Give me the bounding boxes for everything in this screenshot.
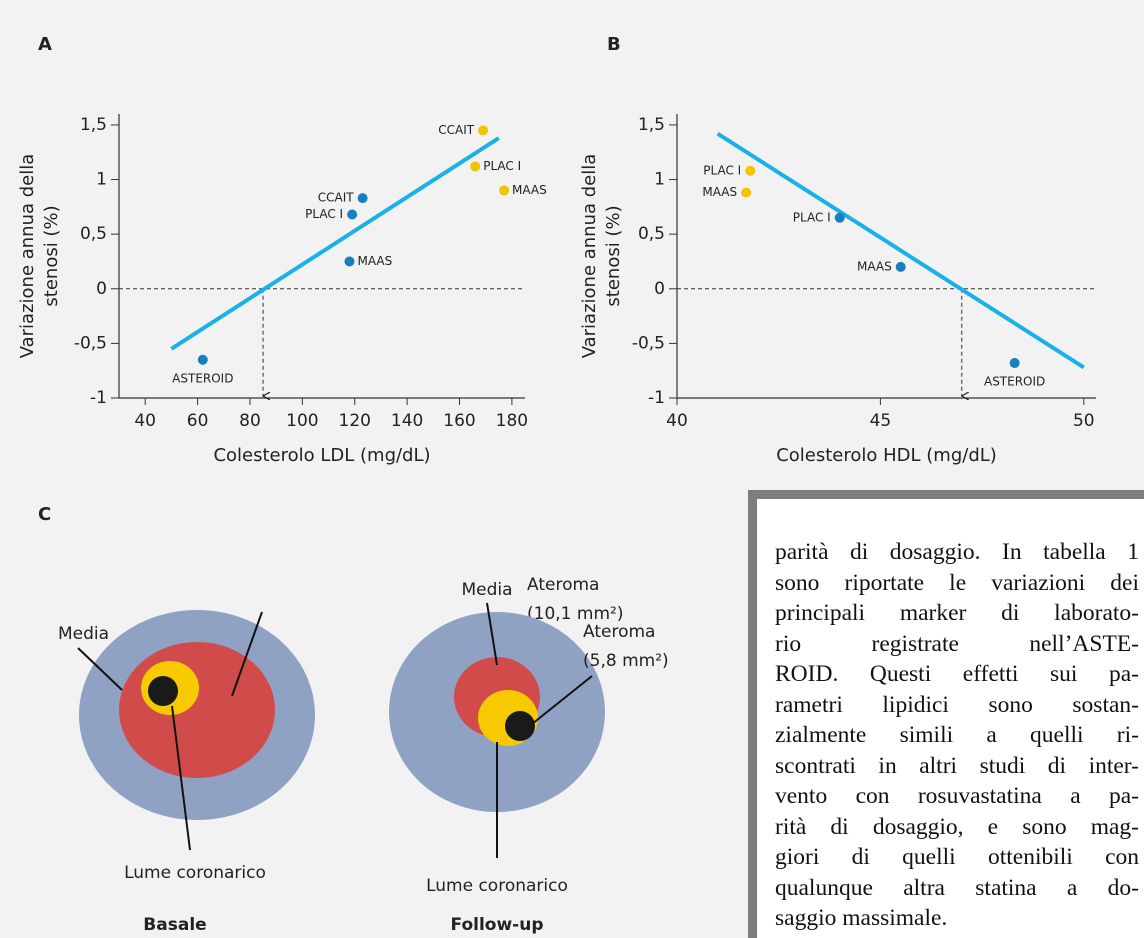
caption: Basale bbox=[143, 915, 206, 935]
x-tick-label: 180 bbox=[496, 411, 528, 431]
point-label: MAAS bbox=[358, 254, 393, 268]
point-label: MAAS bbox=[512, 183, 547, 197]
y-tick-label: 1 bbox=[96, 170, 107, 190]
text-line: giori di quelli ottenibili con bbox=[775, 842, 1139, 873]
y-axis-label: stenosi (%) bbox=[603, 205, 624, 306]
text-line: sono riportate le variazioni dei bbox=[775, 568, 1139, 599]
y-tick-label: 1,5 bbox=[638, 115, 665, 135]
x-tick-label: 50 bbox=[1073, 411, 1095, 431]
point bbox=[745, 166, 755, 176]
trend-line bbox=[171, 138, 498, 349]
x-tick-label: 40 bbox=[666, 411, 688, 431]
y-tick-label: -0,5 bbox=[632, 333, 665, 353]
y-tick-label: -1 bbox=[648, 388, 665, 408]
point-label: PLAC I bbox=[305, 207, 343, 221]
chart-title: A bbox=[38, 34, 52, 55]
x-tick-label: 100 bbox=[286, 411, 318, 431]
text-line: vento con rosuvastatina a pa- bbox=[775, 781, 1139, 812]
point bbox=[499, 185, 509, 195]
y-tick-label: -0,5 bbox=[74, 333, 107, 353]
point-label: ASTEROID bbox=[172, 371, 233, 385]
y-tick-label: 0,5 bbox=[638, 224, 665, 244]
x-axis-label: Colesterolo HDL (mg/dL) bbox=[776, 445, 997, 466]
label: Media bbox=[58, 624, 109, 644]
text-line: qualunque altra statina a do- bbox=[775, 873, 1139, 904]
atheroma-ellipse bbox=[119, 642, 275, 778]
point bbox=[470, 161, 480, 171]
y-tick-label: 1 bbox=[654, 170, 665, 190]
x-tick-label: 140 bbox=[391, 411, 423, 431]
label: (5,8 mm²) bbox=[583, 651, 669, 671]
x-tick-label: 45 bbox=[870, 411, 892, 431]
caption: Follow-up bbox=[451, 915, 544, 935]
point bbox=[347, 209, 357, 219]
text-line: saggio massimale. bbox=[775, 903, 1139, 934]
lumen-core bbox=[148, 676, 178, 706]
panel-title: C bbox=[38, 504, 51, 525]
point-label: MAAS bbox=[857, 259, 892, 273]
point bbox=[1010, 358, 1020, 368]
point-label: PLAC I bbox=[703, 163, 741, 177]
label: Ateroma bbox=[527, 575, 599, 595]
point-label: PLAC I bbox=[793, 210, 831, 224]
point bbox=[198, 355, 208, 365]
x-tick-label: 60 bbox=[187, 411, 209, 431]
x-tick-label: 160 bbox=[443, 411, 475, 431]
text-line: scontrati in altri studi di inter- bbox=[775, 751, 1139, 782]
point bbox=[345, 256, 355, 266]
point bbox=[835, 213, 845, 223]
y-axis-label: Variazione annua della bbox=[17, 154, 38, 359]
y-tick-label: 0 bbox=[654, 279, 665, 299]
lumen-core bbox=[505, 711, 535, 741]
text-line: rio registrate nell’ASTE- bbox=[775, 629, 1139, 660]
x-tick-label: 120 bbox=[339, 411, 371, 431]
text-line: principali marker di laborato- bbox=[775, 598, 1139, 629]
chart-title: B bbox=[607, 34, 621, 55]
point-label: MAAS bbox=[702, 185, 737, 199]
trend-line bbox=[718, 134, 1084, 368]
point bbox=[478, 125, 488, 135]
y-tick-label: 0,5 bbox=[80, 224, 107, 244]
label: Media bbox=[461, 580, 512, 600]
point bbox=[896, 262, 906, 272]
label: Ateroma bbox=[583, 622, 655, 642]
text-line: rametri lipidici sono sostan- bbox=[775, 690, 1139, 721]
x-axis-label: Colesterolo LDL (mg/dL) bbox=[213, 445, 430, 466]
point-label: CCAIT bbox=[318, 191, 355, 205]
point bbox=[358, 193, 368, 203]
y-tick-label: -1 bbox=[90, 388, 107, 408]
point bbox=[741, 188, 751, 198]
point-label: ASTEROID bbox=[984, 375, 1045, 389]
text-line: rità di dosaggio, e sono mag- bbox=[775, 812, 1139, 843]
y-axis-label: stenosi (%) bbox=[41, 205, 62, 306]
point-label: CCAIT bbox=[438, 123, 475, 137]
y-tick-label: 0 bbox=[96, 279, 107, 299]
label: Lume coronarico bbox=[426, 876, 568, 896]
y-tick-label: 1,5 bbox=[80, 115, 107, 135]
page: C Media Ateroma (10,1 mm²) Lume coronari… bbox=[0, 0, 1144, 938]
x-tick-label: 40 bbox=[134, 411, 156, 431]
y-axis-label: Variazione annua della bbox=[579, 154, 600, 359]
text-line: parità di dosaggio. In tabella 1 bbox=[775, 537, 1139, 568]
label: Lume coronarico bbox=[124, 863, 266, 883]
text-line: zialmente simili a quelli ri- bbox=[775, 720, 1139, 751]
x-tick-label: 80 bbox=[239, 411, 261, 431]
point-label: PLAC I bbox=[483, 159, 521, 173]
text-line: ROID. Questi effetti sui pa- bbox=[775, 659, 1139, 690]
